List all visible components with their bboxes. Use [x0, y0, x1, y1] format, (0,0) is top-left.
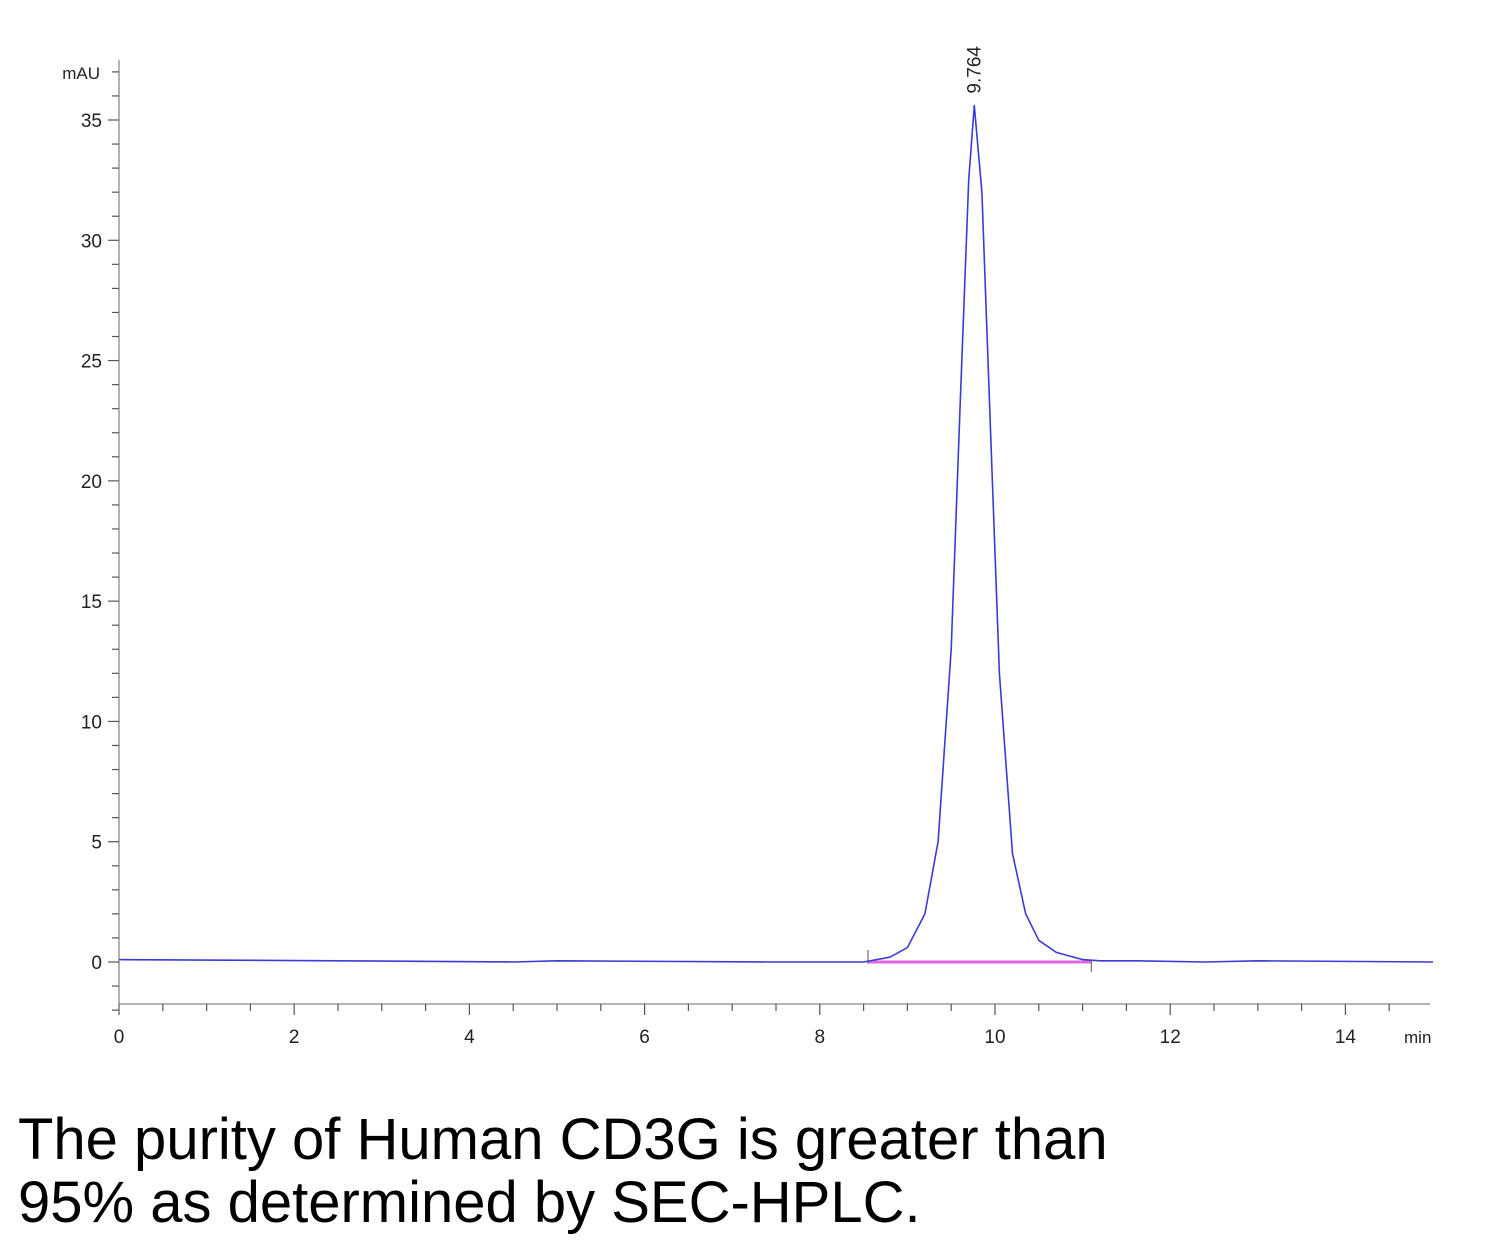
y-tick-label: 20: [81, 472, 102, 493]
caption-line-1: The purity of Human CD3G is greater than: [18, 1107, 1108, 1172]
data-point: [981, 192, 982, 193]
data-point: [938, 841, 939, 842]
chromatogram-chart: 0 5 10 15 20 25 30 35 0 2 4 6 8 10 12 14 9.764 mAU min: [62, 46, 1434, 1048]
data-point: [1135, 960, 1136, 961]
data-point: [1038, 940, 1039, 941]
data-point: [118, 959, 119, 960]
data-point: [968, 180, 969, 181]
data-point: [999, 673, 1000, 674]
y-axis: 0 5 10 15 20 25 30 35: [81, 60, 120, 1011]
y-tick-label: 15: [81, 592, 102, 613]
data-point: [863, 961, 864, 962]
y-tick-label: 5: [91, 833, 102, 854]
data-point: [951, 649, 952, 650]
data-point: [513, 961, 514, 962]
data-point: [1056, 952, 1057, 953]
data-point: [1257, 960, 1258, 961]
data-point: [959, 408, 960, 409]
data-point: [1025, 913, 1026, 914]
x-tick-label: 0: [114, 1027, 125, 1048]
data-point: [1012, 853, 1013, 854]
data-point: [990, 432, 991, 433]
data-point: [974, 105, 975, 106]
data-point: [767, 961, 768, 962]
x-tick-label: 6: [639, 1027, 650, 1048]
y-axis-unit-label: mAU: [62, 64, 100, 83]
y-tick-label: 35: [81, 111, 102, 132]
x-tick-label: 12: [1160, 1027, 1181, 1048]
x-axis-unit-label: min: [1404, 1028, 1431, 1047]
data-point: [924, 913, 925, 914]
x-axis: 0 2 4 6 8 10 12 14: [114, 1003, 1430, 1048]
data-point: [337, 960, 338, 961]
data-point: [907, 947, 908, 948]
y-tick-label: 0: [91, 953, 102, 974]
data-point: [889, 957, 890, 958]
data-point: [1205, 961, 1206, 962]
y-tick-label: 25: [81, 352, 102, 373]
data-point: [1100, 960, 1101, 961]
x-tick-label: 4: [464, 1027, 475, 1048]
data-point: [1082, 959, 1083, 960]
x-tick-label: 10: [984, 1027, 1005, 1048]
data-point: [1432, 961, 1433, 962]
x-tick-label: 14: [1335, 1027, 1357, 1048]
y-tick-label: 10: [81, 712, 102, 733]
x-tick-label: 2: [289, 1027, 300, 1048]
caption-line-2: 95% as determined by SEC-HPLC.: [18, 1170, 921, 1235]
y-tick-label: 30: [81, 231, 102, 252]
peak-retention-label: 9.764: [964, 46, 985, 94]
purity-caption: The purity of Human CD3G is greater than…: [18, 1108, 1478, 1234]
x-tick-label: 8: [815, 1027, 826, 1048]
data-point: [556, 960, 557, 961]
signal-trace: [118, 104, 1434, 963]
plot-area: 9.764: [118, 46, 1434, 972]
